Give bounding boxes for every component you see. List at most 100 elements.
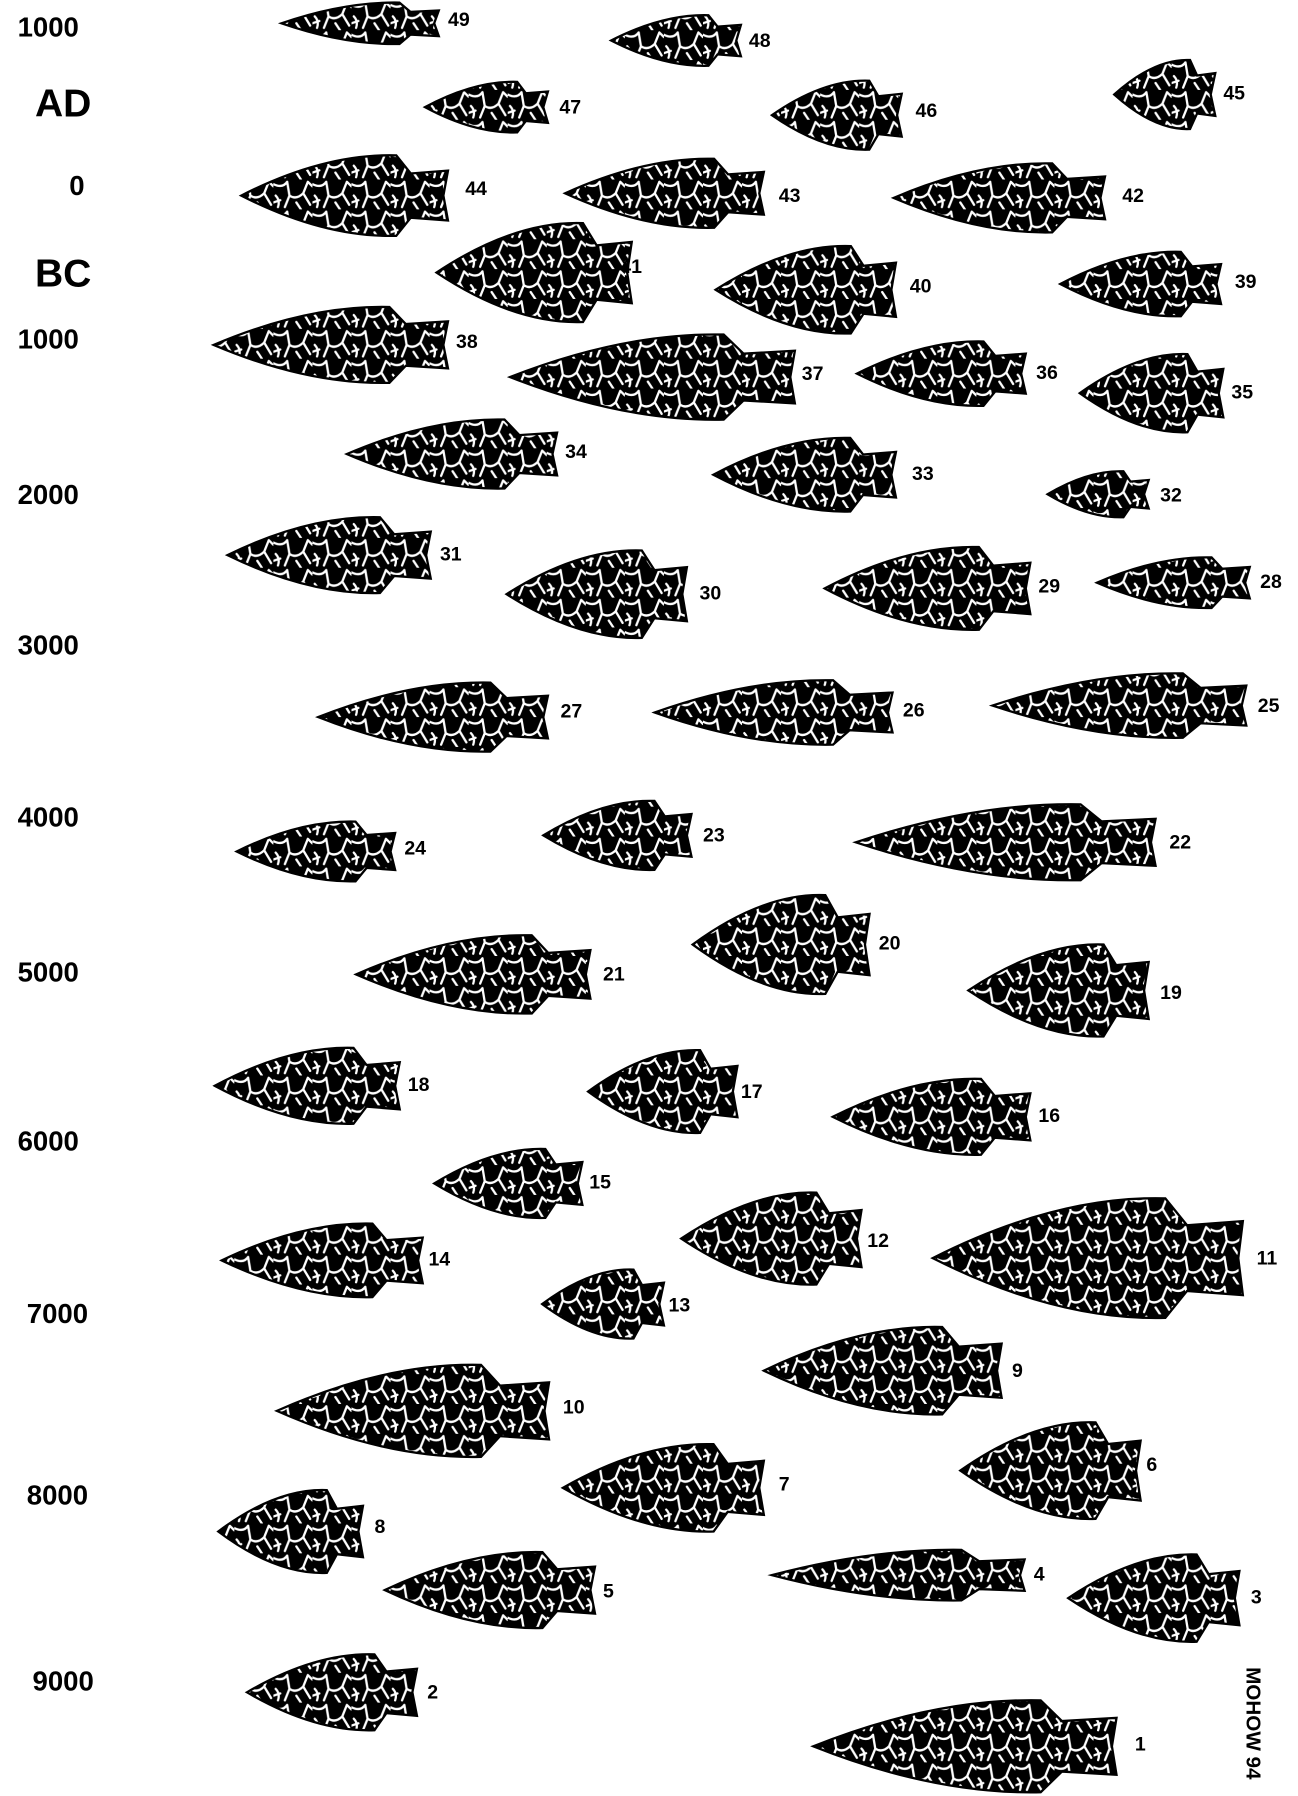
timeline-label: 1000 [18,324,79,355]
illustration: 1000 AD 0 BC 1000 2000 3000 4000 5000 6000 7000 800… [0,0,1298,1796]
timeline-label: 0 [69,170,84,201]
point-number: 14 [428,1249,450,1271]
projectile-point [507,550,687,637]
timeline-label: 5000 [18,957,79,988]
timeline-label: 8000 [27,1479,88,1510]
projectile-point [1048,471,1149,517]
point-number: 42 [1122,185,1144,207]
point-number: 17 [741,1081,763,1103]
projectile-point [1080,354,1224,432]
projectile-point [218,1490,363,1573]
timeline-label: 3000 [18,629,79,660]
projectile-point [894,163,1105,232]
point-number: 19 [1160,982,1182,1004]
point-number: 26 [903,699,925,721]
projectile-point [772,81,902,150]
point-number: 44 [465,178,487,200]
point-number: 33 [912,463,934,485]
projectile-point [716,246,896,333]
point-number: 6 [1146,1454,1157,1476]
projectile-point [281,3,438,44]
projectile-point [813,1700,1116,1792]
point-number: 46 [915,100,937,122]
point-number: 40 [910,276,932,298]
timeline-label: AD [35,82,91,125]
point-number: 37 [802,363,824,385]
point-number: 21 [603,964,625,986]
point-number: 48 [749,30,771,52]
projectile-point [385,1552,595,1628]
projectile-point [318,683,548,752]
projectile-point [1097,557,1250,608]
projectile-point [565,159,764,228]
point-number: 11 [1257,1247,1278,1269]
projectile-point [436,223,631,322]
projectile-point [933,1198,1243,1318]
point-number: 10 [563,1397,585,1419]
projectile-point [693,895,870,994]
timeline-label: 6000 [18,1126,79,1157]
projectile-point [543,801,691,870]
projectile-point [215,1048,400,1124]
projectile-point [237,822,396,882]
projectile-point [247,1654,417,1730]
projectile-point [277,1365,549,1457]
point-number: 27 [561,701,583,723]
projectile-point [857,341,1026,405]
projectile-point [960,1422,1140,1519]
points: 1234567891011121314151617181920212223242… [214,3,1282,1793]
projectile-point [563,1444,764,1531]
point-number: 49 [448,9,470,31]
timeline: 1000 AD 0 BC 1000 2000 3000 4000 5000 6000 7000 800… [18,11,94,1696]
projectile-point [214,307,448,383]
projectile-point [825,547,1031,630]
point-number: 39 [1235,271,1257,293]
projectile-point [681,1193,861,1285]
projectile-point [992,673,1246,737]
projectile-point [588,1050,737,1133]
point-number: 32 [1160,485,1182,507]
point-number: 20 [879,933,901,955]
timeline-label: 2000 [18,479,79,510]
projectile-point [542,1270,664,1339]
point-number: 45 [1223,83,1245,105]
point-number: 13 [669,1295,691,1317]
signature: MOHOW 94 [1242,1667,1265,1780]
projectile-point [510,334,795,419]
timeline-label: 4000 [18,802,79,833]
projectile-point [1068,1554,1239,1641]
point-number: 35 [1231,381,1253,403]
point-number: 12 [867,1230,889,1252]
point-number: 7 [779,1474,790,1496]
projectile-point [222,1224,423,1298]
point-number: 38 [456,331,478,353]
point-number: 29 [1038,575,1060,597]
point-number: 36 [1036,362,1058,384]
projectile-point [968,944,1148,1036]
projectile-point [856,804,1156,880]
projectile-point [425,82,548,133]
point-number: 5 [603,1581,614,1603]
timeline-label: BC [35,252,91,295]
projectile-point [434,1149,582,1218]
point-number: 8 [374,1516,385,1538]
projectile-point [1060,252,1221,316]
timeline-label: 7000 [27,1298,88,1329]
point-number: 23 [703,825,725,847]
projectile-point [713,438,896,512]
timeline-label: 1000 [18,11,79,42]
projectile-point [1114,60,1215,129]
projectile-point [611,15,741,66]
point-number: 24 [404,837,426,859]
projectile-point [347,419,557,488]
point-number: 34 [565,441,587,463]
point-number: 15 [589,1172,611,1194]
point-number: 16 [1038,1105,1060,1127]
point-number: 43 [779,185,801,207]
point-number: 41 [620,256,642,278]
point-number: 28 [1260,571,1282,593]
point-number: 1 [1135,1733,1146,1755]
point-number: 25 [1258,695,1280,717]
point-number: 31 [440,543,462,565]
projectile-point [772,1550,1025,1601]
